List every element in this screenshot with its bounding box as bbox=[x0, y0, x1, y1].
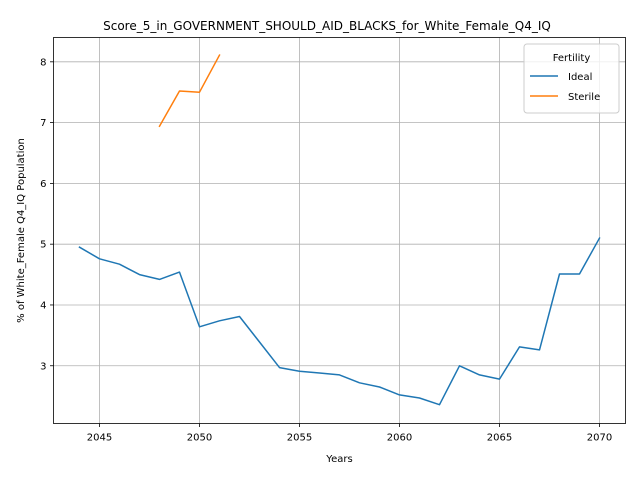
y-tick-label: 6 bbox=[40, 179, 46, 190]
legend-label-ideal: Ideal bbox=[568, 72, 592, 83]
x-tick-label: 2045 bbox=[87, 433, 112, 444]
series-line-sterile bbox=[158, 54, 221, 128]
y-tick-label: 3 bbox=[40, 361, 46, 372]
legend-label-sterile: Sterile bbox=[568, 92, 600, 103]
y-tick-label: 7 bbox=[40, 118, 46, 129]
y-tick-label: 4 bbox=[40, 300, 46, 311]
y-axis-ticks: 3 4 5 6 7 8 bbox=[40, 57, 54, 372]
legend: Fertility Ideal Sterile bbox=[523, 43, 620, 114]
y-tick-label: 5 bbox=[40, 240, 46, 251]
x-axis-ticks: 2045 2050 2055 2060 2065 2070 bbox=[87, 423, 612, 444]
series-line-ideal bbox=[78, 237, 601, 406]
grid bbox=[53, 37, 626, 424]
x-tick-label: 2050 bbox=[187, 433, 212, 444]
legend-title: Fertility bbox=[553, 53, 591, 64]
x-tick-label: 2055 bbox=[287, 433, 312, 444]
series-group bbox=[78, 54, 601, 406]
x-axis-label: Years bbox=[325, 454, 352, 465]
chart-title: Score_5_in_GOVERNMENT_SHOULD_AID_BLACKS_… bbox=[103, 19, 551, 33]
plot-frame bbox=[53, 37, 626, 424]
y-axis-label: % of White_Female Q4_IQ Population bbox=[16, 138, 27, 323]
x-tick-label: 2065 bbox=[487, 433, 512, 444]
y-tick-label: 8 bbox=[40, 57, 46, 68]
x-tick-label: 2070 bbox=[587, 433, 612, 444]
x-tick-label: 2060 bbox=[387, 433, 412, 444]
